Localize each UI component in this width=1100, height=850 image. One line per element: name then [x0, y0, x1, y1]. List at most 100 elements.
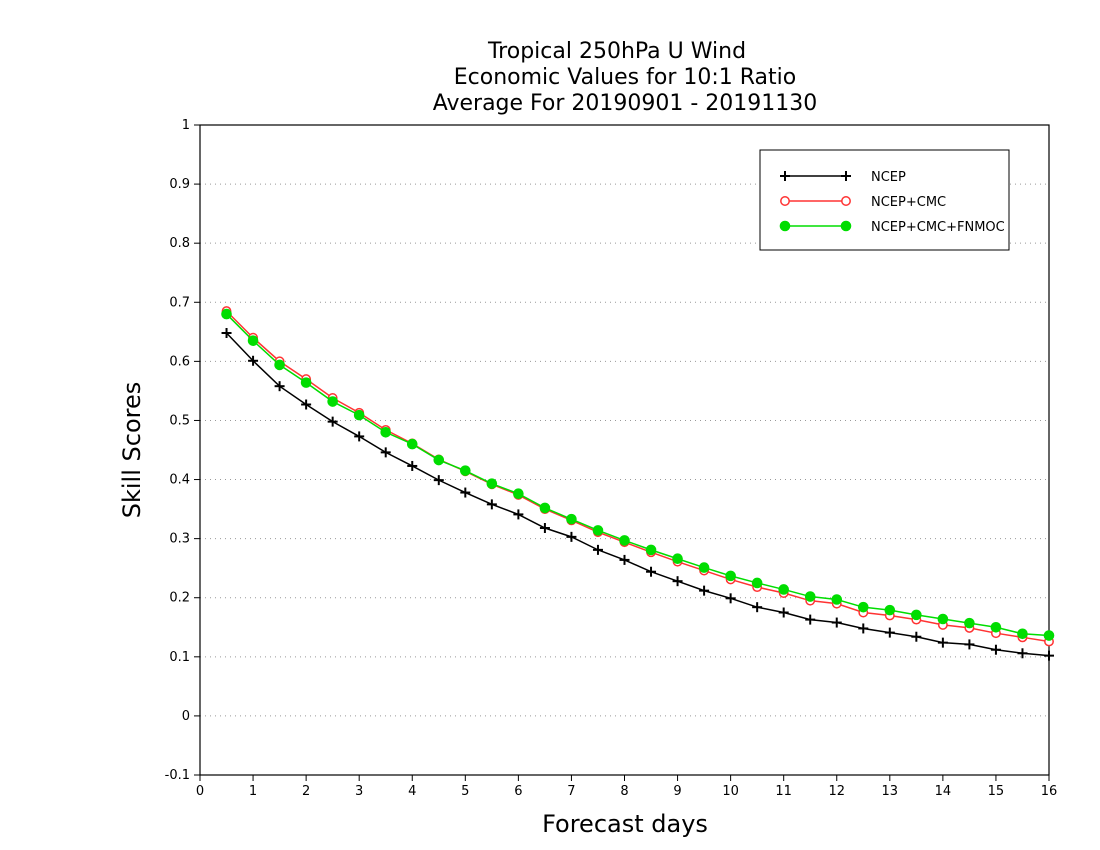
point-ncep-cmc-fnmoc-dot-marker	[1017, 628, 1028, 640]
x-tick-label: 14	[935, 784, 952, 799]
x-axis-title: Forecast days	[542, 810, 708, 838]
x-tick-label: 13	[882, 784, 899, 799]
legend-ncep-plus-marker	[841, 171, 851, 181]
point-ncep-cmc-fnmoc-dot-marker	[911, 609, 922, 621]
point-ncep-cmc-fnmoc-dot-marker	[566, 513, 577, 525]
x-tick-label: 7	[567, 784, 575, 799]
point-ncep-cmc-fnmoc-dot-marker	[857, 601, 869, 613]
point-ncep-plus-marker	[274, 381, 285, 392]
x-tick-label: 1	[249, 784, 257, 799]
y-axis-title: Skill Scores	[118, 382, 146, 519]
x-tick-label: 16	[1041, 784, 1058, 799]
point-ncep-cmc-fnmoc-dot-marker	[460, 465, 471, 476]
point-ncep-plus-marker	[646, 566, 657, 577]
x-tick-label: 9	[673, 784, 681, 799]
point-ncep-plus-marker	[752, 602, 763, 613]
grid-lines	[200, 183, 1049, 717]
point-ncep-plus-marker	[699, 585, 710, 596]
point-ncep-cmc-fnmoc-dot-marker	[1043, 630, 1055, 641]
y-tick-label: 0.6	[169, 354, 190, 369]
x-tick-label: 11	[775, 784, 792, 799]
y-tick-label: 0.7	[169, 295, 190, 310]
point-ncep-plus-marker	[672, 576, 683, 587]
series-line-ncep-cmc-fnmoc	[226, 313, 1050, 637]
series-line-ncep	[225, 332, 1050, 657]
point-ncep-plus-marker	[380, 447, 391, 458]
legend-item-ncep-cmc: NCEP+CMC	[780, 195, 946, 210]
point-ncep-plus-marker	[858, 623, 869, 634]
point-ncep-plus-marker	[831, 617, 842, 628]
legend-ncep-cmc-fnmoc-dot-marker	[840, 220, 852, 232]
legend: NCEP NCEP+CMC NCEP+CMC+FNMOC	[759, 149, 1010, 251]
point-ncep-plus-marker	[486, 499, 497, 510]
legend-ncep-cmc-circle-marker	[841, 196, 851, 206]
point-ncep-plus-marker	[221, 328, 232, 338]
point-ncep-plus-marker	[964, 639, 975, 650]
point-ncep-plus-marker	[539, 523, 550, 533]
axis-ticks: -0.100.10.20.30.40.50.60.70.80.910 1 2 3 4 5 6…	[165, 118, 1058, 799]
legend-item-ncep: NCEP	[780, 170, 906, 185]
point-ncep-plus-marker	[301, 399, 312, 410]
point-ncep-cmc-fnmoc-dot-marker	[778, 584, 789, 595]
point-ncep-cmc-fnmoc-dot-marker	[592, 525, 604, 536]
x-tick-label: 5	[461, 784, 469, 799]
y-tick-label: 0.2	[169, 591, 190, 606]
legend-label: NCEP+CMC+FNMOC	[871, 220, 1005, 235]
point-ncep-plus-marker	[805, 614, 816, 625]
point-ncep-cmc-fnmoc-dot-marker	[539, 502, 551, 514]
point-ncep-cmc-fnmoc-dot-marker	[645, 544, 657, 556]
point-ncep-cmc-fnmoc-dot-marker	[247, 335, 259, 346]
point-ncep-plus-marker	[778, 607, 789, 618]
x-tick-label: 15	[988, 784, 1005, 799]
point-ncep-cmc-fnmoc-dot-marker	[990, 621, 1002, 633]
point-ncep-plus-marker	[937, 637, 948, 648]
y-tick-label: 0.8	[169, 236, 190, 251]
y-tick-label: 0	[182, 709, 190, 724]
point-ncep-cmc-fnmoc-dot-marker	[698, 562, 710, 573]
point-ncep-cmc-fnmoc-dot-marker	[433, 454, 445, 466]
title-line-2: Economic Values for 10:1 Ratio	[454, 65, 796, 90]
point-ncep-plus-marker	[619, 554, 630, 565]
point-ncep-plus-marker	[513, 509, 524, 520]
point-ncep-cmc-fnmoc-dot-marker	[353, 409, 365, 421]
x-tick-label: 12	[828, 784, 845, 799]
legend-item-ncep-cmc-fnmoc: NCEP+CMC+FNMOC	[779, 220, 1005, 235]
point-ncep-cmc-fnmoc-dot-marker	[327, 396, 338, 407]
point-ncep-plus-marker	[725, 593, 736, 604]
x-tick-label: 4	[408, 784, 416, 799]
legend-box	[759, 149, 1010, 251]
point-ncep-plus-marker	[990, 644, 1001, 655]
x-tick-label: 3	[355, 784, 363, 799]
point-ncep-cmc-fnmoc-dot-marker	[937, 613, 949, 625]
point-ncep-cmc-fnmoc-dot-marker	[672, 553, 683, 565]
point-ncep-cmc-fnmoc-dot-marker	[884, 604, 896, 616]
y-tick-label: 0.3	[169, 532, 190, 547]
point-ncep-plus-marker	[566, 531, 577, 542]
point-ncep-cmc-fnmoc-dot-marker	[804, 591, 816, 602]
x-tick-label: 0	[196, 784, 204, 799]
point-ncep-cmc-fnmoc-dot-marker	[619, 535, 630, 546]
x-tick-label: 6	[514, 784, 522, 799]
point-ncep-plus-marker	[460, 487, 471, 498]
y-tick-label: 0.5	[169, 413, 190, 428]
point-ncep-cmc-fnmoc-dot-marker	[406, 438, 418, 450]
title-line-1: Tropical 250hPa U Wind	[487, 39, 746, 64]
series-line-ncep-cmc	[226, 310, 1050, 643]
point-ncep-cmc-fnmoc-dot-marker	[725, 570, 736, 582]
point-ncep-plus-marker	[884, 627, 895, 638]
series-ncep-cmc	[221, 306, 1054, 647]
series-ncep-cmc-fnmoc	[221, 308, 1055, 641]
y-tick-label: 0.1	[169, 650, 190, 665]
point-ncep-plus-marker	[327, 416, 338, 427]
point-ncep-plus-marker	[1044, 650, 1054, 661]
point-ncep-cmc-fnmoc-dot-marker	[831, 594, 843, 605]
y-tick-label: 0.4	[169, 473, 190, 488]
point-ncep-plus-marker	[433, 475, 444, 486]
chart-title: Tropical 250hPa U Wind Economic Values f…	[433, 39, 818, 116]
point-ncep-cmc-fnmoc-dot-marker	[751, 577, 763, 589]
legend-label: NCEP	[871, 170, 906, 185]
point-ncep-cmc-fnmoc-dot-marker	[300, 377, 312, 388]
point-ncep-cmc-fnmoc-dot-marker	[274, 359, 285, 371]
point-ncep-cmc-fnmoc-dot-marker	[380, 426, 392, 438]
